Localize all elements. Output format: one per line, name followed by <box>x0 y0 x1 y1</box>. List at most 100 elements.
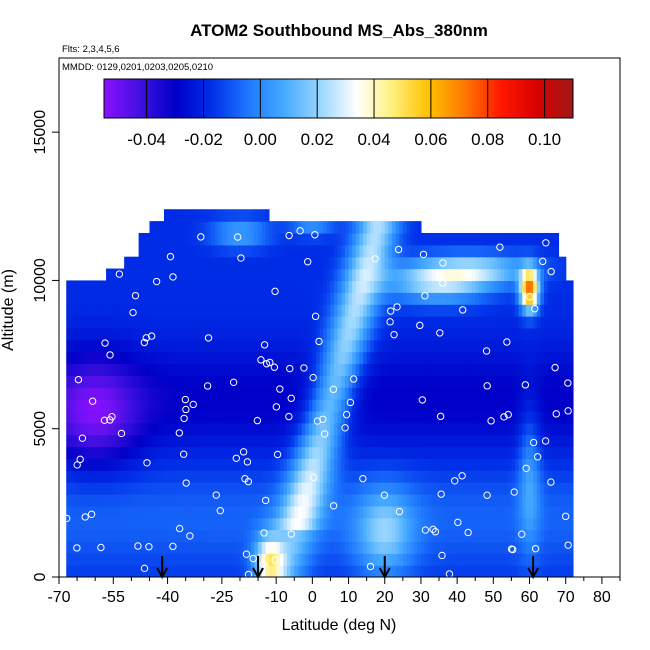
heatmap-cell <box>196 327 201 341</box>
heatmap-cell <box>258 304 263 317</box>
heatmap-cell <box>106 292 111 305</box>
heatmap-cell <box>272 316 277 329</box>
heatmap-cell <box>221 505 227 519</box>
heatmap-cell <box>453 434 458 448</box>
heatmap-cell <box>178 327 183 341</box>
heatmap-cell <box>109 399 114 412</box>
heatmap-cell <box>373 399 379 412</box>
heatmap-cell <box>500 339 505 353</box>
heatmap-cell <box>218 268 223 282</box>
heatmap-cell <box>522 339 527 353</box>
heatmap-cell <box>178 387 183 400</box>
y-tick-label: 5000 <box>32 411 49 447</box>
heatmap-cell <box>529 422 534 436</box>
heatmap-cell <box>554 470 560 483</box>
heatmap-cell <box>348 458 353 471</box>
heatmap-cell <box>98 316 104 329</box>
heatmap-cell <box>384 221 389 234</box>
heatmap-cell <box>486 434 491 448</box>
heatmap-cell <box>116 553 122 566</box>
heatmap-cell <box>276 351 281 365</box>
heatmap-cell <box>413 505 418 519</box>
heatmap-cell <box>66 529 71 543</box>
heatmap-cell <box>171 268 176 282</box>
heatmap-cell <box>149 232 154 246</box>
heatmap-cell <box>486 565 491 577</box>
heatmap-cell <box>116 541 122 554</box>
heatmap-cell <box>153 446 158 459</box>
heatmap-cell <box>406 446 411 459</box>
heatmap-cell <box>98 493 104 507</box>
heatmap-cell <box>192 541 198 554</box>
heatmap-cell <box>515 422 520 436</box>
heatmap-cell <box>283 375 288 388</box>
heatmap-cell <box>250 517 256 531</box>
heatmap-cell <box>211 410 216 424</box>
heatmap-cell <box>471 434 476 448</box>
heatmap-cell <box>91 482 96 495</box>
heatmap-cell <box>428 375 433 388</box>
heatmap-cell <box>305 529 310 543</box>
colorbar: -0.04 -0.02 0.00 0.02 0.04 0.06 0.08 0.10 <box>103 78 574 149</box>
heatmap-cell <box>457 517 462 531</box>
heatmap-cell <box>268 292 274 305</box>
heatmap-cell <box>124 446 129 459</box>
heatmap-cell <box>554 280 560 293</box>
heatmap-cell <box>457 351 462 365</box>
heatmap-cell <box>239 446 245 459</box>
heatmap-cell <box>138 422 143 436</box>
heatmap-cell <box>258 541 263 554</box>
heatmap-cell <box>457 553 462 566</box>
heatmap-cell <box>388 256 393 270</box>
heatmap-cell <box>435 529 440 543</box>
heatmap-cell <box>482 517 487 531</box>
heatmap-cell <box>84 316 89 329</box>
heatmap-cell <box>254 434 259 448</box>
heatmap-cell <box>247 505 252 519</box>
heatmap-cell <box>384 304 389 317</box>
heatmap-cell <box>402 351 408 365</box>
heatmap-cell <box>182 209 187 222</box>
heatmap-cell <box>522 482 527 495</box>
heatmap-cell <box>102 387 107 400</box>
heatmap-cell <box>153 553 158 566</box>
heatmap-cell <box>272 410 277 424</box>
sample-point <box>386 318 394 326</box>
heatmap-cell <box>370 505 375 519</box>
sample-point <box>500 413 508 421</box>
heatmap-cell <box>196 470 201 483</box>
heatmap-cell <box>381 292 386 305</box>
heatmap-cell <box>153 221 158 234</box>
heatmap-cell <box>522 505 527 519</box>
heatmap-cell <box>507 517 513 531</box>
heatmap-cell <box>91 280 96 293</box>
heatmap-cell <box>232 482 237 495</box>
heatmap-cell <box>446 292 451 305</box>
heatmap-cell <box>344 280 350 293</box>
heatmap-cell <box>171 292 176 305</box>
heatmap-cell <box>84 304 89 317</box>
heatmap-cell <box>496 339 502 353</box>
heatmap-cell <box>116 387 122 400</box>
heatmap-cell <box>120 470 125 483</box>
heatmap-cell <box>482 244 487 258</box>
heatmap-cell <box>239 375 245 388</box>
heatmap-cell <box>174 553 180 566</box>
heatmap-cell <box>276 232 281 246</box>
heatmap-cell <box>330 553 335 566</box>
heatmap-cell <box>167 209 172 222</box>
heatmap-cell <box>439 505 444 519</box>
heatmap-cell <box>294 375 299 388</box>
heatmap-cell <box>221 268 227 282</box>
heatmap-cell <box>334 410 339 424</box>
heatmap-cell <box>95 517 100 531</box>
heatmap-cell <box>229 422 234 436</box>
heatmap-cell <box>551 517 556 531</box>
heatmap-cell <box>536 505 541 519</box>
heatmap-cell <box>315 529 321 543</box>
heatmap-cell <box>565 541 570 554</box>
heatmap-cell <box>182 517 187 531</box>
heatmap-cell <box>196 244 201 258</box>
heatmap-cell <box>395 327 400 341</box>
heatmap-cell <box>149 493 154 507</box>
